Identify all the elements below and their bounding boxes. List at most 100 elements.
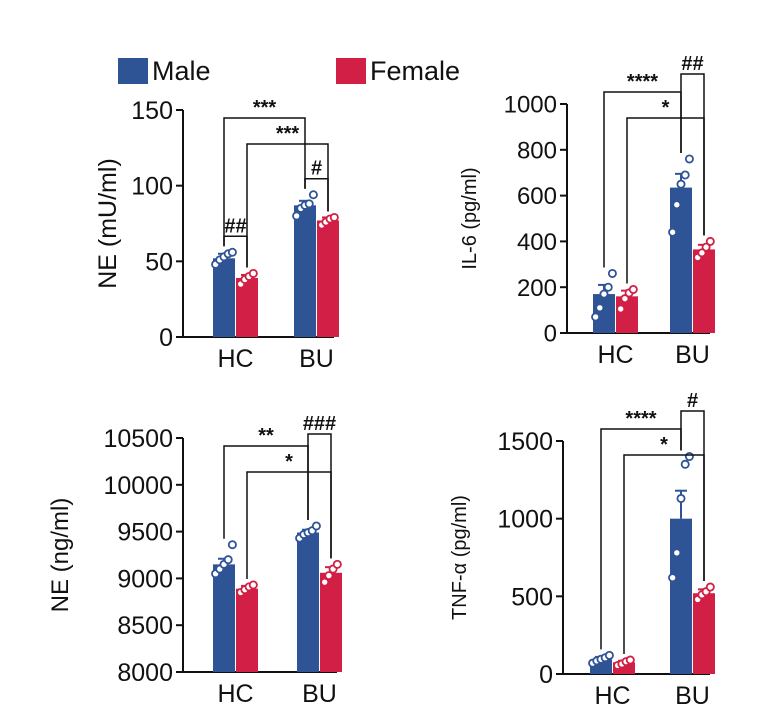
ne-plasma-y-axis-label: NE (mU/ml) (94, 158, 122, 289)
ne-tissue-category-label: BU (302, 680, 337, 708)
legend-item-female: Female (336, 56, 461, 86)
ne-plasma-bar-female-hc (236, 277, 258, 337)
ne-plasma-data-point (329, 212, 339, 222)
il6-significance-label: ## (681, 53, 703, 75)
ne-plasma-y-tick-label: 0 (159, 324, 173, 352)
tnfa-significance-label: **** (625, 408, 656, 430)
legend-swatch-female (336, 58, 366, 84)
tnfa-data-point (604, 650, 614, 660)
ne-plasma-y-tick-label: 150 (131, 97, 173, 125)
ne-plasma-significance-bracket (246, 143, 329, 268)
ne-plasma-category-label: HC (217, 345, 253, 373)
ne-plasma-category-label: BU (299, 345, 334, 373)
tnfa-category-label: BU (675, 682, 710, 710)
ne-tissue-significance-bracket (223, 445, 309, 539)
il6-data-point (595, 303, 605, 313)
tnfa-data-point (684, 452, 694, 462)
ne-tissue-data-point (324, 571, 334, 581)
il6-data-point (684, 154, 694, 164)
ne-plasma-bar-male-bu (294, 205, 316, 337)
ne-tissue-y-tick-label: 9500 (117, 519, 173, 547)
il6-y-tick-label: 800 (517, 137, 557, 164)
il6-y-tick-label: 400 (517, 229, 557, 256)
il6-data-point (620, 294, 630, 304)
il6-y-tick-label: 600 (517, 183, 557, 210)
il6-y-tick-label: 200 (517, 275, 557, 302)
il6-y-tick-label: 1000 (504, 92, 557, 119)
tnfa-data-point (668, 573, 678, 583)
ne-tissue-bar-female-hc (236, 588, 258, 672)
ne-tissue-y-tick-label: 10000 (103, 472, 173, 500)
tnfa-data-point (680, 459, 690, 469)
ne-tissue-bar-male-bu (297, 532, 319, 672)
ne-tissue-bar-female-bu (320, 572, 342, 672)
ne-tissue-data-point (332, 559, 342, 569)
ne-plasma-significance-label: # (311, 158, 322, 180)
tnfa-data-point (676, 493, 686, 503)
il6-bar-female-bu (693, 249, 715, 333)
ne-plasma-data-point (248, 268, 258, 278)
il6-significance-bracket (680, 73, 705, 236)
ne-plasma-data-point (227, 247, 237, 257)
tnfa-y-tick-label: 1000 (497, 506, 553, 534)
il6-data-point (668, 227, 678, 237)
il6-significance-bracket (626, 117, 705, 284)
ne-plasma-significance-bracket (223, 117, 306, 247)
ne-tissue-significance-label: * (285, 451, 293, 473)
il6-data-point (616, 304, 626, 314)
il6-category-label: HC (597, 341, 633, 369)
ne-tissue-bar-male-hc (213, 564, 235, 672)
tnfa-significance-bracket (600, 428, 682, 650)
ne-tissue-data-point (311, 521, 321, 531)
tnfa-data-point (705, 582, 715, 592)
legend-label-female: Female (370, 56, 461, 86)
legend-swatch-male (118, 58, 148, 84)
il6-data-point (607, 268, 617, 278)
tnfa-bar-female-hc (613, 662, 635, 674)
ne-tissue-significance-bracket (307, 433, 332, 559)
il6-data-point (599, 289, 609, 299)
ne-plasma-significance-bracket (223, 235, 248, 268)
tnfa-data-point (672, 548, 682, 558)
tnfa-data-point (625, 655, 635, 665)
ne-tissue-y-tick-label: 10500 (103, 425, 173, 453)
ne-plasma-y-tick-label: 100 (131, 173, 173, 201)
tnfa-significance-bracket (680, 410, 705, 582)
ne-plasma-data-point (308, 190, 318, 200)
ne-tissue-y-axis-label: NE (ng/ml) (47, 498, 74, 613)
ne-tissue-y-tick-label: 9000 (117, 565, 173, 593)
ne-tissue-significance-label: ** (258, 425, 274, 447)
ne-tissue-significance-label: ### (303, 413, 336, 435)
il6-data-point (603, 282, 613, 292)
il6-category-label: BU (675, 341, 710, 369)
ne-tissue-y-tick-label: 8000 (117, 659, 173, 687)
tnfa-y-axis-label: TNF-α (pg/ml) (449, 495, 471, 620)
ne-plasma-significance-label: *** (253, 97, 277, 119)
tnfa-bar-female-bu (693, 593, 715, 674)
ne-plasma-y-tick-label: 50 (145, 248, 173, 276)
il6-data-point (701, 242, 711, 252)
tnfa-y-tick-label: 0 (539, 661, 553, 689)
ne-plasma-bar-female-bu (317, 220, 339, 337)
legend-item-male: Male (118, 58, 211, 85)
tnfa-significance-label: * (660, 434, 668, 456)
ne-tissue-data-point (248, 580, 258, 590)
ne-plasma-significance-label: ## (224, 215, 246, 237)
ne-plasma-data-point (304, 199, 314, 209)
il6-y-tick-label: 0 (544, 321, 557, 348)
tnfa-significance-label: # (687, 390, 698, 412)
ne-tissue-category-label: HC (217, 680, 253, 708)
il6-data-point (676, 179, 686, 189)
ne-plasma-significance-bracket (304, 177, 329, 212)
il6-bar-male-bu (670, 187, 692, 333)
tnfa-category-label: HC (594, 682, 630, 710)
tnfa-y-tick-label: 500 (511, 583, 553, 611)
ne-tissue-data-point (227, 540, 237, 550)
il6-y-axis-label: IL-6 (pg/ml) (459, 167, 481, 269)
ne-plasma-significance-label: *** (276, 123, 300, 145)
ne-plasma-bar-male-hc (213, 258, 235, 337)
il6-data-point (591, 312, 601, 322)
il6-data-point (697, 248, 707, 258)
ne-plasma-data-point (292, 211, 302, 221)
